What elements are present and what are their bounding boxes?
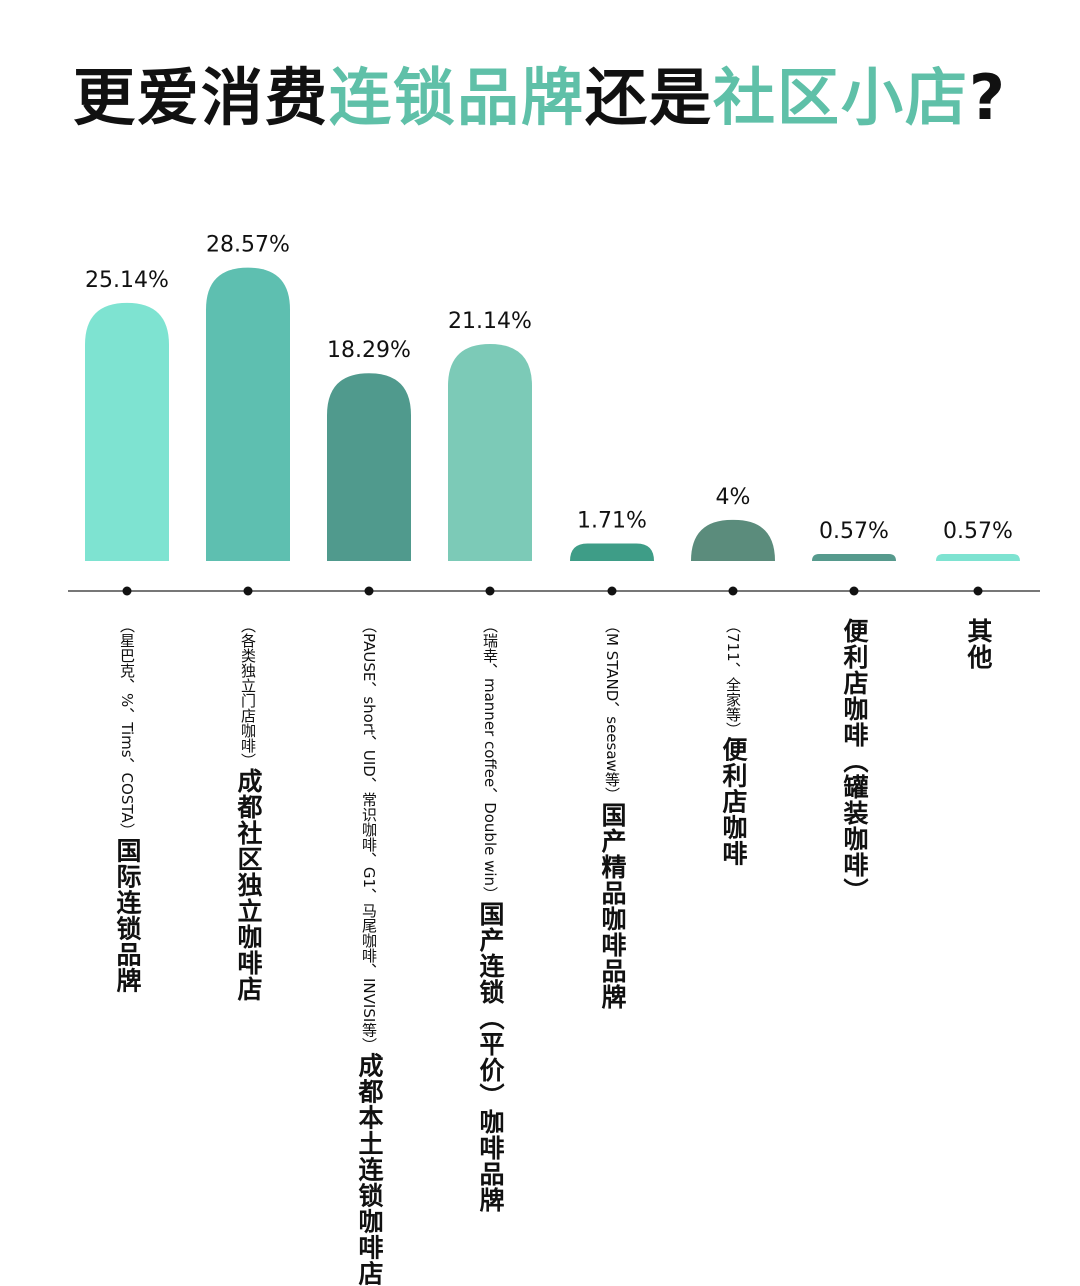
bar-3 bbox=[327, 373, 411, 561]
category-main-label: 国际连锁品牌 bbox=[113, 837, 142, 994]
value-label-2: 28.57% bbox=[206, 233, 290, 258]
category-main-label: 成都社区独立咖啡店 bbox=[234, 768, 263, 1002]
category-label-2: （各类独立门店咖啡）成都社区独立咖啡店 bbox=[230, 618, 266, 1002]
category-main-label: 便利店咖啡 bbox=[719, 736, 748, 867]
category-sub-label: （M STAND、seesaw等） bbox=[603, 618, 621, 802]
category-sub-label: （各类独立门店咖啡） bbox=[239, 618, 257, 768]
category-sub-label: （星巴克、%、Tims、COSTA） bbox=[118, 618, 136, 838]
category-label-4: （瑞幸、manner coffee、Double win）国产连锁（平价）咖啡品… bbox=[472, 618, 508, 1213]
category-main-label: 国产精品咖啡品牌 bbox=[598, 801, 627, 1010]
value-label-6: 4% bbox=[716, 485, 751, 510]
axis-tick-dot-4 bbox=[485, 586, 495, 596]
category-main-label-tail: （平价）咖啡品牌 bbox=[476, 1005, 505, 1214]
bar-1 bbox=[85, 302, 169, 561]
bar-chart: 25.14% 28.57% 18.29% 21.14% 1.71% 4% 0.57% 0.57… bbox=[68, 233, 1040, 596]
value-label-7: 0.57% bbox=[819, 519, 889, 544]
category-label-5: （M STAND、seesaw等）国产精品咖啡品牌 bbox=[594, 618, 630, 1010]
category-main-label: 便利店咖啡（罐装咖啡） bbox=[840, 618, 869, 904]
axis-tick-dot-5 bbox=[607, 586, 617, 596]
title-question-mark: ? bbox=[969, 61, 1008, 134]
bar-6 bbox=[691, 519, 775, 561]
category-label-7: 便利店咖啡（罐装咖啡） bbox=[836, 618, 872, 904]
category-label-8: 其他 bbox=[960, 618, 996, 670]
category-label-3: （PAUSE、short、UID、常识咖啡、G1、马尾咖啡、INVISI等）成都… bbox=[351, 618, 387, 1286]
category-label-6: （711、全家等）便利店咖啡 bbox=[715, 618, 751, 867]
title-highlight-chain-brands: 连锁品牌 bbox=[329, 61, 586, 134]
value-label-1: 25.14% bbox=[85, 268, 169, 293]
axis-tick-dot-3 bbox=[364, 586, 374, 596]
category-sub-label: （瑞幸、manner coffee、Double win） bbox=[481, 618, 499, 902]
category-sub-label: （PAUSE、short、UID、常识咖啡、G1、马尾咖啡、INVISI等） bbox=[360, 618, 378, 1053]
title-part-1: 更爱消费 bbox=[72, 61, 329, 134]
category-main-label: 其他 bbox=[964, 618, 993, 670]
category-label-1: （星巴克、%、Tims、COSTA）国际连锁品牌 bbox=[109, 618, 145, 994]
bar-4 bbox=[448, 343, 532, 561]
category-main-label: 国产连锁 bbox=[476, 901, 505, 1006]
bar-7 bbox=[812, 554, 896, 561]
axis-tick-dot-2 bbox=[243, 586, 253, 596]
title-highlight-community-shops: 社区小店 bbox=[713, 61, 970, 134]
axis-tick-dot-7 bbox=[849, 586, 859, 596]
bar-5 bbox=[570, 543, 654, 561]
axis-tick-dot-1 bbox=[122, 586, 132, 596]
value-label-4: 21.14% bbox=[448, 309, 532, 334]
value-label-5: 1.71% bbox=[577, 508, 647, 533]
value-label-8: 0.57% bbox=[943, 519, 1013, 544]
bar-2 bbox=[206, 267, 290, 561]
chart-title: 更爱消费连锁品牌还是社区小店? bbox=[0, 58, 1080, 138]
title-part-2: 还是 bbox=[585, 61, 714, 134]
category-sub-label: （711、全家等） bbox=[724, 618, 742, 737]
axis-tick-dot-6 bbox=[728, 586, 738, 596]
bar-8 bbox=[936, 554, 1020, 561]
category-main-label: 成都本土连锁咖啡店 bbox=[355, 1052, 384, 1286]
value-label-3: 18.29% bbox=[327, 338, 411, 363]
axis-tick-dot-8 bbox=[973, 586, 983, 596]
